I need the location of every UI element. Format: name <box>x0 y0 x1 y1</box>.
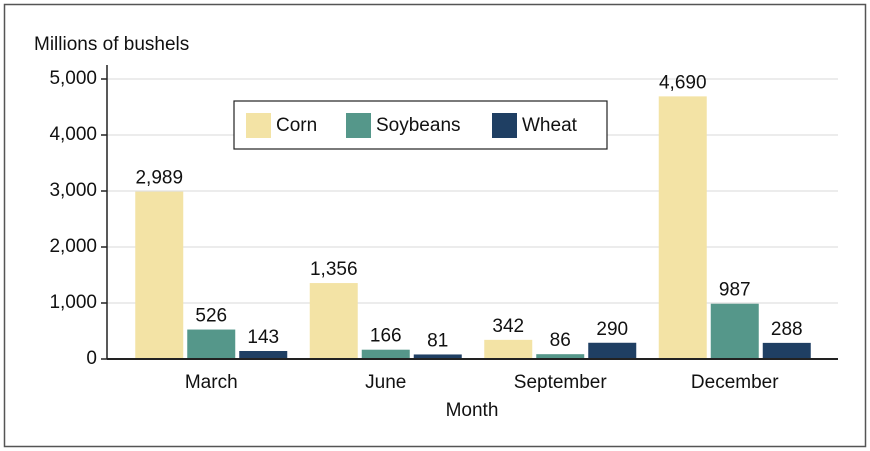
y-tick-label: 1,000 <box>49 292 97 313</box>
bar <box>762 342 811 359</box>
bar <box>710 303 759 359</box>
legend: Corn Soybeans Wheat <box>233 100 608 150</box>
value-label: 290 <box>596 319 628 340</box>
value-label: 288 <box>771 319 803 340</box>
y-tick-label: 2,000 <box>49 236 97 257</box>
x-tick-label: September <box>514 372 608 393</box>
y-tick-label: 3,000 <box>49 180 97 201</box>
value-label: 81 <box>427 330 448 351</box>
y-tick-label: 5,000 <box>49 68 97 89</box>
bar <box>309 283 358 359</box>
value-label: 987 <box>719 280 751 301</box>
legend-swatch <box>492 113 517 138</box>
y-axis-label: Millions of bushels <box>34 34 189 55</box>
bar <box>536 354 585 359</box>
legend-box <box>233 100 608 150</box>
x-tick-label: December <box>691 372 779 393</box>
bar <box>361 349 410 359</box>
legend-label: Corn <box>276 115 317 136</box>
x-axis-label: Month <box>446 400 499 421</box>
legend-label: Wheat <box>522 115 578 136</box>
x-tick-label: June <box>365 372 406 393</box>
value-label: 4,690 <box>659 72 707 93</box>
legend-label: Soybeans <box>376 115 461 136</box>
value-label: 526 <box>195 306 227 327</box>
y-tick-label: 0 <box>86 348 97 369</box>
bar <box>588 342 637 359</box>
value-label: 1,356 <box>310 259 358 280</box>
x-tick-label: March <box>185 372 238 393</box>
value-label: 86 <box>550 330 571 351</box>
legend-swatch <box>346 113 371 138</box>
value-label: 143 <box>247 327 279 348</box>
bar <box>135 191 184 359</box>
legend-swatch <box>246 113 271 138</box>
value-label: 342 <box>492 316 524 337</box>
value-label: 2,989 <box>135 168 183 189</box>
y-tick-label: 4,000 <box>49 124 97 145</box>
bar <box>658 96 707 360</box>
bar <box>484 339 533 359</box>
bar <box>239 350 288 359</box>
value-label: 166 <box>370 326 402 347</box>
bar <box>187 329 236 359</box>
bar <box>413 354 462 359</box>
